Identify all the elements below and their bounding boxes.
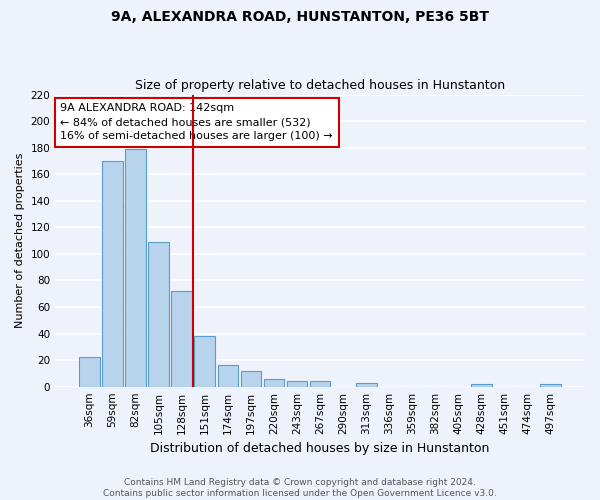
Title: Size of property relative to detached houses in Hunstanton: Size of property relative to detached ho… (135, 79, 505, 92)
Bar (287, 382, 307, 386)
Bar (148, 242, 169, 386)
Text: 9A, ALEXANDRA ROAD, HUNSTANTON, PE36 5BT: 9A, ALEXANDRA ROAD, HUNSTANTON, PE36 5BT (111, 10, 489, 24)
Bar (241, 370, 262, 386)
Bar (218, 366, 238, 386)
Bar (471, 384, 492, 386)
X-axis label: Distribution of detached houses by size in Hunstanton: Distribution of detached houses by size … (151, 442, 490, 455)
Y-axis label: Number of detached properties: Number of detached properties (15, 153, 25, 328)
Bar (310, 382, 331, 386)
Bar (356, 382, 377, 386)
Text: Contains HM Land Registry data © Crown copyright and database right 2024.
Contai: Contains HM Land Registry data © Crown c… (103, 478, 497, 498)
Bar (172, 291, 192, 386)
Text: 9A ALEXANDRA ROAD: 142sqm
← 84% of detached houses are smaller (532)
16% of semi: 9A ALEXANDRA ROAD: 142sqm ← 84% of detac… (61, 104, 333, 142)
Bar (102, 161, 123, 386)
Bar (194, 336, 215, 386)
Bar (79, 358, 100, 386)
Bar (263, 378, 284, 386)
Bar (125, 149, 146, 386)
Bar (540, 384, 561, 386)
